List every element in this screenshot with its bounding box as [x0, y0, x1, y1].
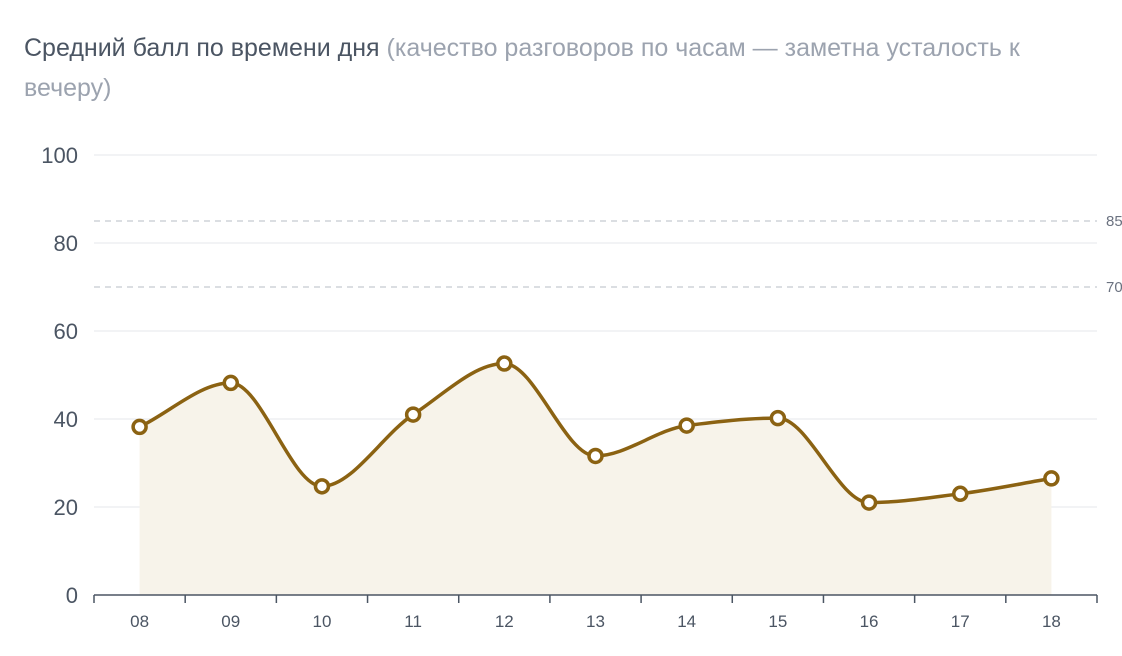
data-point: [313, 478, 331, 495]
points-layer: [131, 355, 1060, 511]
area-layer: [139, 363, 1052, 595]
data-point: [769, 409, 787, 427]
tick-labels: 0 20 40 60 80 100 08 09 10 11 12 13 14 15 16 17 18: [41, 143, 1061, 631]
y-tick-label: 0: [66, 583, 78, 608]
reference-line-label: 70: [1106, 279, 1122, 296]
data-point: [496, 355, 513, 372]
data-point: [587, 447, 604, 465]
series-area: [139, 363, 1052, 595]
y-tick-label: 40: [54, 407, 78, 432]
data-point: [678, 417, 695, 434]
y-tick-label: 100: [41, 143, 78, 168]
data-point: [951, 485, 969, 503]
y-tick-label: 80: [54, 231, 78, 256]
x-tick-label: 17: [951, 612, 970, 631]
x-tick-label: 08: [130, 612, 149, 631]
y-tick-label: 20: [54, 495, 78, 520]
x-tick-label: 13: [586, 612, 605, 631]
chart-title-block: Средний балл по времени дня (качество ра…: [24, 28, 1084, 108]
x-tick-label: 09: [221, 612, 240, 631]
data-point: [860, 494, 878, 511]
x-tick-label: 12: [495, 612, 514, 631]
data-point: [222, 374, 240, 392]
chart-subtitle: (качество разговоров по часам — заметна …: [24, 34, 1020, 102]
x-tick-label: 15: [768, 612, 787, 631]
data-point: [1043, 470, 1060, 487]
x-tick-label: 14: [677, 612, 696, 631]
chart-title: Средний балл по времени дня: [24, 34, 380, 62]
x-tick-label: 11: [404, 612, 422, 631]
x-tick-label: 16: [860, 612, 879, 631]
y-tick-label: 60: [54, 319, 78, 344]
x-tick-label: 10: [312, 612, 331, 631]
data-point: [404, 406, 422, 423]
reference-lines: 85 70: [94, 213, 1122, 296]
x-axis: [93, 594, 1098, 603]
x-tick-label: 18: [1042, 612, 1061, 631]
data-point: [131, 418, 148, 436]
reference-line-label: 85: [1106, 213, 1122, 230]
